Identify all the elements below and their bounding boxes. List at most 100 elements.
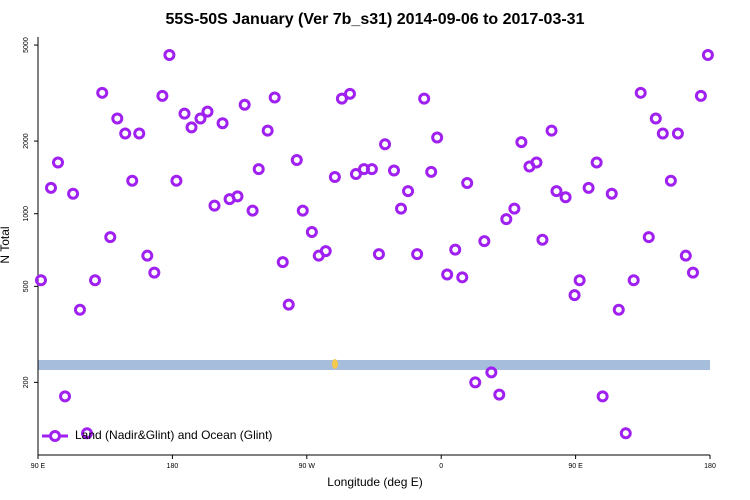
point xyxy=(170,174,183,187)
point xyxy=(52,156,65,169)
point xyxy=(508,202,521,215)
point xyxy=(627,274,640,287)
y-axis-label: N Total xyxy=(0,226,12,263)
x-tick-label: 90 E xyxy=(568,463,583,470)
x-tick-label: 90 E xyxy=(31,463,46,470)
point xyxy=(328,170,341,183)
point xyxy=(349,168,362,181)
y-tick-label: 2000 xyxy=(23,133,30,149)
point xyxy=(276,256,289,269)
point xyxy=(305,225,318,238)
point xyxy=(469,376,482,389)
x-tick-label: 90 W xyxy=(299,463,316,470)
point xyxy=(550,185,563,198)
point xyxy=(119,127,132,140)
point xyxy=(104,231,117,244)
point xyxy=(456,271,469,284)
point xyxy=(194,112,207,125)
point xyxy=(185,121,198,134)
point xyxy=(201,105,214,118)
point xyxy=(126,174,139,187)
point xyxy=(261,124,274,137)
point xyxy=(425,165,438,178)
point xyxy=(634,86,647,99)
point xyxy=(619,427,632,440)
point xyxy=(73,303,86,316)
overlay-blob xyxy=(332,359,338,369)
point xyxy=(282,298,295,311)
point xyxy=(441,268,454,281)
point xyxy=(402,185,415,198)
point xyxy=(536,233,549,246)
point xyxy=(343,87,356,100)
point xyxy=(208,199,221,212)
point xyxy=(612,303,625,316)
point xyxy=(515,136,528,149)
point xyxy=(493,388,506,401)
point xyxy=(163,48,176,61)
point xyxy=(319,245,332,258)
point xyxy=(642,231,655,244)
point xyxy=(231,190,244,203)
point xyxy=(80,427,93,440)
point xyxy=(252,163,265,176)
point xyxy=(111,112,124,125)
point xyxy=(67,187,80,200)
point xyxy=(148,266,161,279)
y-tick-label: 200 xyxy=(23,376,30,388)
point xyxy=(44,181,57,194)
point xyxy=(671,127,684,140)
point xyxy=(418,92,431,105)
point xyxy=(216,117,229,130)
point xyxy=(686,266,699,279)
point xyxy=(478,235,491,248)
point xyxy=(238,98,251,111)
point xyxy=(141,249,154,262)
point xyxy=(573,274,586,287)
point xyxy=(679,249,692,262)
point xyxy=(34,274,47,287)
point xyxy=(395,202,408,215)
point xyxy=(605,187,618,200)
point xyxy=(545,124,558,137)
point xyxy=(590,156,603,169)
chart-title: 55S-50S January (Ver 7b_s31) 2014-09-06 … xyxy=(166,11,585,28)
x-tick-label: 180 xyxy=(704,463,716,470)
point xyxy=(656,127,669,140)
point xyxy=(596,390,609,403)
point xyxy=(568,289,581,302)
point xyxy=(449,243,462,256)
y-tick-label: 5000 xyxy=(23,37,30,53)
point xyxy=(365,163,378,176)
y-tick-label: 1000 xyxy=(23,206,30,222)
x-axis-label: Longitude (deg E) xyxy=(327,475,422,489)
overlay-band xyxy=(38,360,710,370)
point xyxy=(649,112,662,125)
point xyxy=(701,48,714,61)
point xyxy=(290,153,303,166)
legend-marker xyxy=(49,430,61,442)
point xyxy=(485,366,498,379)
point xyxy=(133,127,146,140)
point xyxy=(664,174,677,187)
point xyxy=(372,248,385,261)
point xyxy=(500,213,513,226)
y-tick-label: 500 xyxy=(23,280,30,292)
point xyxy=(59,390,72,403)
point xyxy=(178,107,191,120)
legend-label: Land (Nadir&Glint) and Ocean (Glint) xyxy=(75,428,272,442)
point xyxy=(461,177,474,190)
point xyxy=(694,89,707,102)
point xyxy=(96,86,109,99)
point xyxy=(89,274,102,287)
point xyxy=(156,89,169,102)
point xyxy=(388,164,401,177)
point xyxy=(431,131,444,144)
point xyxy=(582,181,595,194)
x-tick-label: 180 xyxy=(167,463,179,470)
point xyxy=(530,156,543,169)
x-tick-label: 0 xyxy=(439,463,443,470)
point xyxy=(559,191,572,204)
point xyxy=(246,204,259,217)
